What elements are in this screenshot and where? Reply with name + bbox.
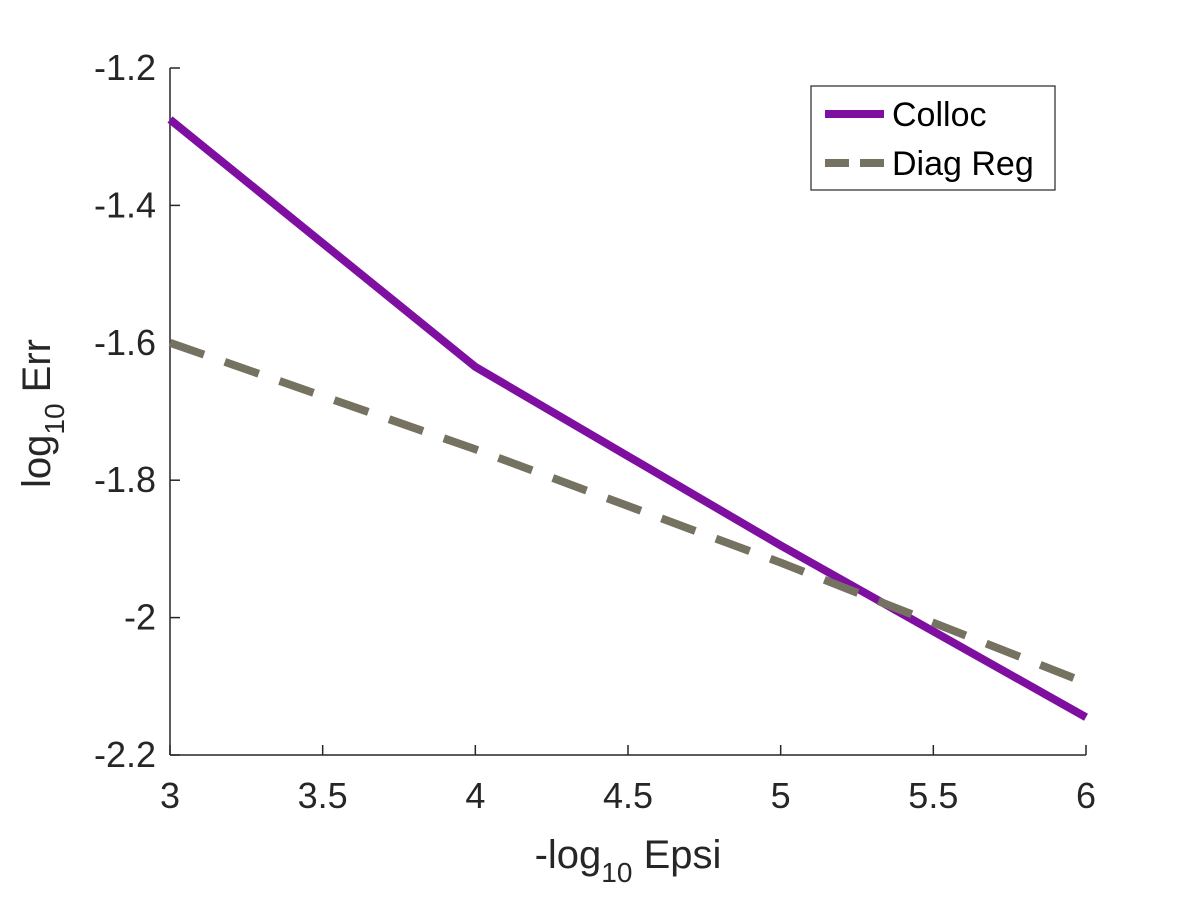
ticks: 3 3.5 4 4.5 5 5.5 6 -1.2 -1.4 -1.6 -1.8 -2 -2.2	[94, 47, 1096, 816]
y-tick-label: -1.2	[94, 47, 156, 88]
legend-label-colloc: Colloc	[892, 96, 986, 134]
y-tick-label: -1.4	[94, 184, 156, 225]
x-tick-label: 3	[160, 775, 180, 816]
x-tick-label: 6	[1076, 775, 1096, 816]
legend-label-diag-reg: Diag Reg	[892, 145, 1034, 183]
series-line-colloc	[167, 116, 1088, 721]
x-tick-label: 4	[465, 775, 485, 816]
y-tick-label: -1.8	[94, 459, 156, 500]
y-tick-label: -2	[124, 597, 156, 638]
x-tick-label: 3.5	[298, 775, 348, 816]
y-tick-label: -1.6	[94, 322, 156, 363]
legend: Colloc Diag Reg	[810, 85, 1056, 191]
series-line-diag-reg	[168, 339, 1088, 687]
legend-box	[810, 85, 1056, 191]
series-layer	[167, 116, 1088, 721]
x-tick-label: 4.5	[603, 775, 653, 816]
y-axis-label: log10 Err	[15, 339, 70, 488]
y-tick-label: -2.2	[94, 734, 156, 775]
x-tick-label: 5	[771, 775, 791, 816]
x-axis-label: -log10 Epsi	[535, 833, 722, 888]
x-tick-label: 5.5	[908, 775, 958, 816]
